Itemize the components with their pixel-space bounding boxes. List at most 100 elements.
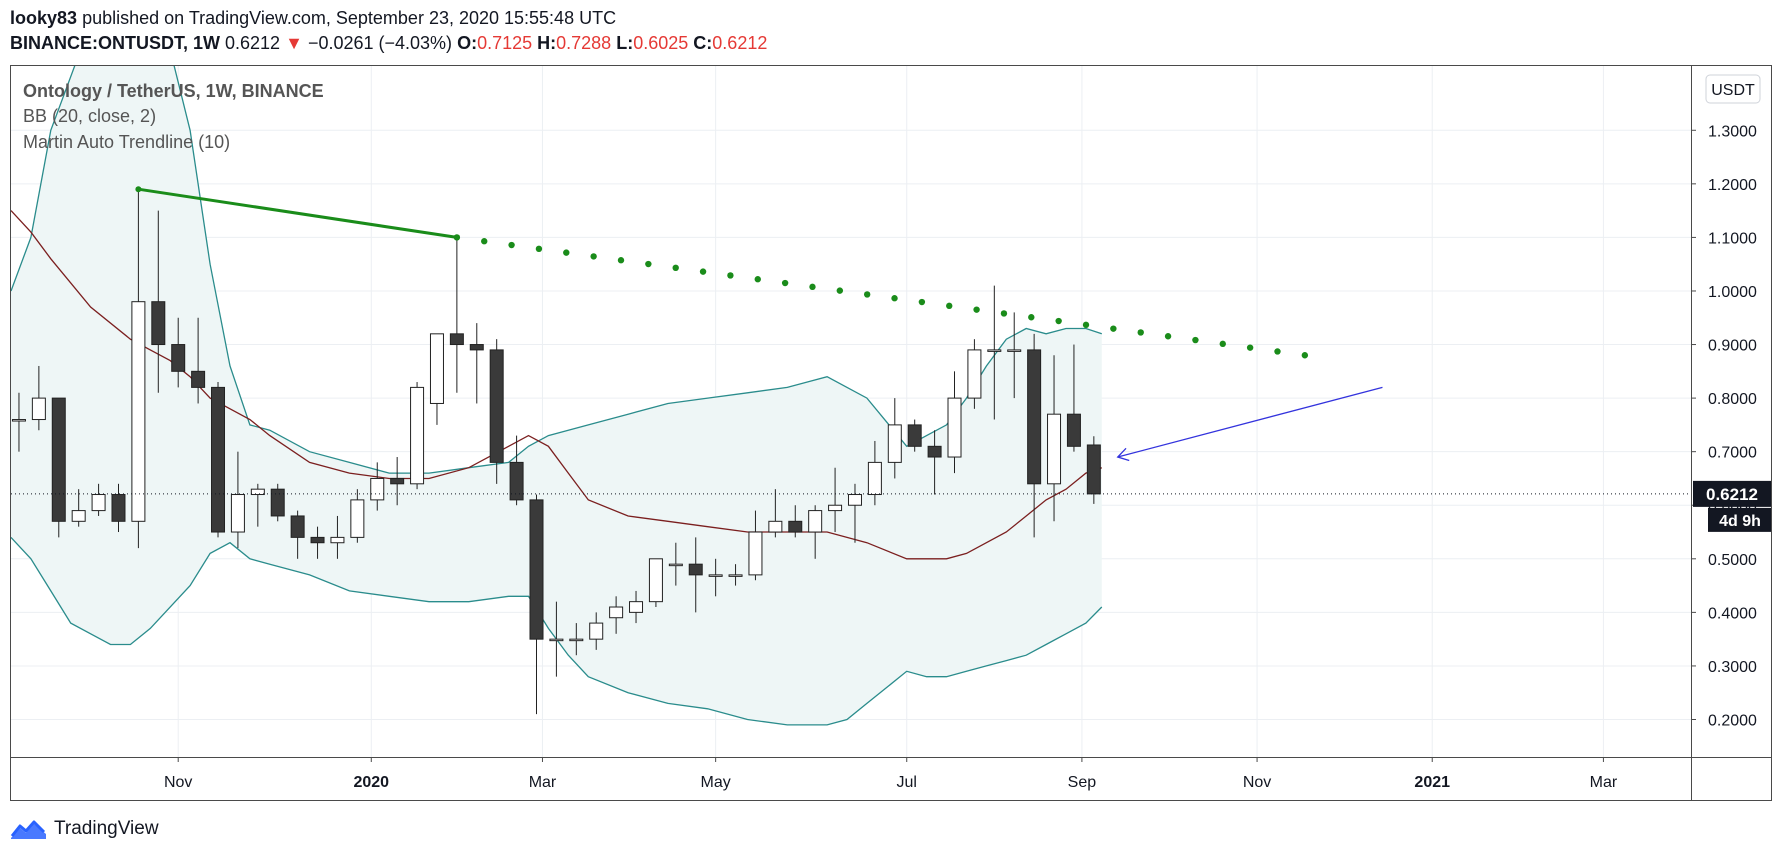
candle <box>390 457 405 506</box>
bb-lower-band <box>11 536 1103 726</box>
candle <box>469 323 484 404</box>
trendline-dot <box>672 264 679 272</box>
candle-body <box>529 499 544 640</box>
candle-body <box>867 461 882 496</box>
candle-body <box>449 333 464 346</box>
candles <box>11 189 1101 715</box>
candle <box>1047 355 1062 522</box>
trendline-dot <box>645 260 652 268</box>
trendline-dot <box>727 272 734 279</box>
candle-body <box>1086 444 1101 495</box>
brand-name: TradingView <box>54 818 159 839</box>
candle <box>11 392 26 452</box>
price-tick-label: 1.3000 <box>1708 123 1757 140</box>
change-value: −0.0261 (−4.03%) <box>307 33 453 53</box>
trendline-dot <box>563 249 570 256</box>
candle-body <box>350 499 365 538</box>
trendline-dot <box>946 302 953 310</box>
trendline-dot <box>1246 344 1254 351</box>
time-tick-label: Jul <box>897 774 917 791</box>
candle-body <box>171 344 186 372</box>
currency-box[interactable] <box>1705 74 1761 104</box>
candle-body <box>270 488 285 517</box>
candle <box>151 210 166 393</box>
candle <box>489 339 504 484</box>
footer-brand[interactable]: TradingView <box>10 818 159 840</box>
trendline-dot <box>1219 340 1226 348</box>
candle-body <box>230 494 245 533</box>
arrow-annotation[interactable] <box>1117 386 1383 458</box>
trendline-dot <box>1274 348 1281 355</box>
trendline-dot <box>863 291 871 298</box>
trendline-dot <box>781 279 789 287</box>
legend-title: Ontology / TetherUS, 1W, BINANCE <box>23 81 324 101</box>
last-price-label: 0.6212 <box>1706 485 1758 504</box>
trendline-dot <box>1192 336 1199 344</box>
candle-body <box>1047 413 1062 485</box>
candle-body <box>668 563 683 567</box>
candle-body <box>728 574 743 577</box>
candle-body <box>688 563 703 576</box>
trendline-dot <box>508 241 515 249</box>
candle-body <box>31 397 46 421</box>
price-tick-label: 0.3000 <box>1708 659 1757 676</box>
candle <box>907 419 922 452</box>
candle-body <box>648 558 663 603</box>
time-tick-label: 2021 <box>1414 774 1450 791</box>
trendline-solid[interactable] <box>138 187 458 239</box>
candle <box>449 237 464 393</box>
candle-body <box>250 488 265 496</box>
time-axis-labels: Nov 2020 Mar May Jul Sep Nov 2021 Mar <box>164 757 1618 791</box>
publish-info: looky83 published on TradingView.com, Se… <box>10 6 616 30</box>
open-label: O: <box>457 33 478 53</box>
close-value: 0.6212 <box>712 33 768 53</box>
symbol: BINANCE:ONTUSDT, 1W <box>10 33 220 53</box>
candle-body <box>1007 349 1022 352</box>
countdown-label: 4d 9h <box>1719 513 1761 530</box>
candle <box>748 510 763 581</box>
trendline-anchor <box>135 186 142 193</box>
time-tick-label: Nov <box>164 774 192 791</box>
tradingview-logo-icon <box>10 820 46 839</box>
candle <box>410 382 425 490</box>
trendline-dot <box>1000 310 1008 317</box>
candle <box>1066 344 1081 452</box>
trendline-dot <box>918 298 926 306</box>
price-tick-label: 0.4000 <box>1708 605 1757 622</box>
candle-body <box>370 477 385 501</box>
arrow-head-icon <box>1116 447 1130 462</box>
time-tick-label: Mar <box>529 774 557 791</box>
price-axis-labels: 1.3000 1.2000 1.1000 1.0000 0.9000 0.8000 0.70… <box>1691 123 1757 730</box>
candle <box>808 505 823 559</box>
trendline-dot <box>481 238 488 245</box>
username[interactable]: looky83 <box>10 8 78 28</box>
candle-body <box>589 622 604 640</box>
candle <box>947 371 962 474</box>
candle <box>71 489 86 527</box>
legend-bb[interactable]: BB (20, close, 2) <box>23 106 156 126</box>
candle <box>768 489 783 538</box>
candle <box>330 515 345 559</box>
high-label: H: <box>537 33 557 53</box>
published-text: published on TradingView.com, September … <box>82 8 617 28</box>
candle <box>91 483 106 516</box>
candle <box>867 440 882 506</box>
candle <box>111 483 126 533</box>
candle <box>967 339 982 409</box>
last-price-badge <box>1693 480 1771 507</box>
candle-body <box>91 494 106 512</box>
price-tick-label: 0.2000 <box>1708 713 1757 730</box>
candle <box>509 435 524 506</box>
time-tick-label: Sep <box>1068 774 1097 791</box>
trendline-dotted[interactable] <box>135 186 1309 359</box>
candle-body <box>310 536 325 544</box>
candle-body <box>788 520 803 533</box>
candle <box>350 489 365 543</box>
legend-trendline[interactable]: Martin Auto Trendline (10) <box>23 132 230 152</box>
candle-body <box>1027 349 1042 485</box>
price-tick-label: 0.5000 <box>1708 552 1757 569</box>
candle <box>1027 333 1042 538</box>
candle-body <box>390 477 405 485</box>
candle <box>887 398 902 479</box>
